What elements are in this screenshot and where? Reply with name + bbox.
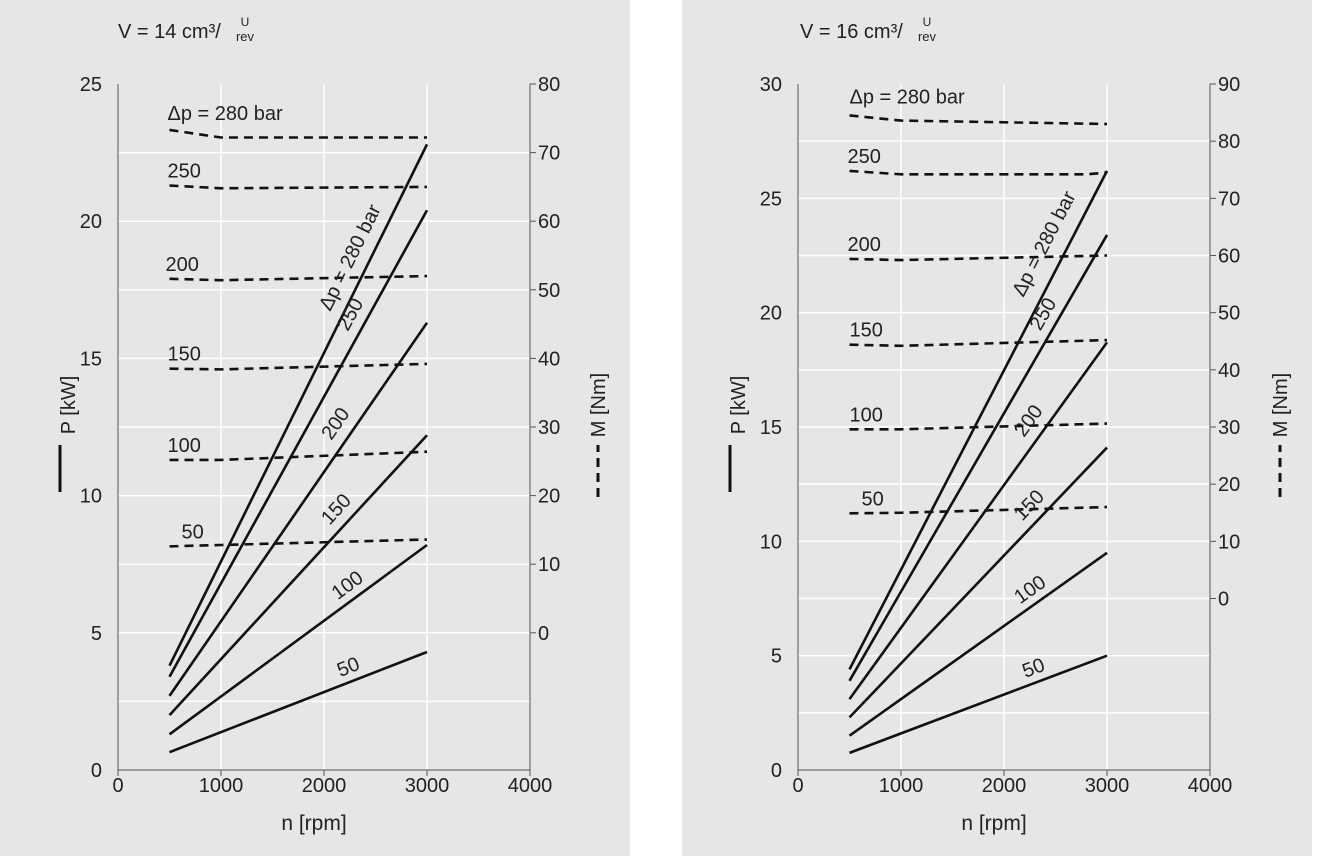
y-left-tick-label: 10: [760, 531, 782, 553]
x-tick-label: 4000: [508, 775, 553, 797]
torque-line-5: [169, 538, 428, 548]
torque-line-1: [849, 169, 1108, 176]
x-tick-label: 2000: [982, 775, 1027, 797]
torque-line-label: 100: [850, 404, 883, 426]
y-left-tick-label: 15: [760, 417, 782, 439]
y-right-tick-label: 0: [538, 623, 549, 645]
y-right-tick-label: 30: [1218, 417, 1240, 439]
title-fraction-top: U: [923, 15, 932, 29]
torque-line-3: [169, 362, 428, 371]
y-right-tick-label: 60: [538, 211, 560, 233]
x-axis-label: n [rpm]: [961, 812, 1026, 835]
torque-line-label: 200: [166, 254, 199, 276]
y-right-axis-label: M [Nm]: [588, 373, 610, 437]
power-line-5: [169, 650, 428, 754]
y-left-tick-label: 25: [760, 188, 782, 210]
x-tick-label: 1000: [199, 775, 244, 797]
y-left-tick-label: 0: [91, 760, 102, 782]
torque-line-label: 200: [848, 234, 881, 256]
y-left-tick-label: 5: [91, 623, 102, 645]
x-tick-label: 0: [112, 775, 123, 797]
torque-line-label: 250: [848, 146, 881, 168]
y-right-tick-label: 70: [1218, 188, 1240, 210]
power-line-1: [168, 209, 429, 678]
power-line-4: [168, 543, 428, 736]
torque-line-label: Δp = 280 bar: [168, 103, 283, 125]
torque-line-label: 100: [168, 435, 201, 457]
y-right-tick-label: 40: [538, 348, 560, 370]
torque-line-2: [849, 254, 1108, 262]
power-line-0: [848, 170, 1109, 670]
torque-line-label: 50: [862, 488, 884, 510]
torque-line-3: [849, 338, 1108, 348]
y-left-axis-label: P [kW]: [728, 376, 750, 435]
power-line-3: [168, 434, 428, 717]
power-line-3: [848, 446, 1108, 719]
x-tick-label: 3000: [1085, 775, 1130, 797]
power-line-4: [848, 551, 1108, 737]
torque-line-4: [169, 450, 428, 462]
chart-title: V = 16 cm³/: [800, 21, 903, 43]
y-right-tick-label: 20: [1218, 474, 1240, 496]
torque-line-label: 50: [182, 521, 204, 543]
y-left-tick-label: 20: [80, 211, 102, 233]
y-right-tick-label: 80: [1218, 131, 1240, 153]
torque-line-label: 150: [168, 344, 201, 366]
y-right-tick-label: 80: [538, 74, 560, 96]
x-axis-label: n [rpm]: [281, 812, 346, 835]
y-right-tick-label: 90: [1218, 74, 1240, 96]
torque-line-4: [849, 422, 1108, 431]
x-tick-label: 2000: [302, 775, 347, 797]
power-line-2: [168, 321, 429, 697]
torque-line-label: 250: [168, 161, 201, 183]
y-left-tick-label: 25: [80, 74, 102, 96]
x-tick-label: 4000: [1188, 775, 1233, 797]
y-left-tick-label: 0: [771, 760, 782, 782]
y-left-tick-label: 30: [760, 74, 782, 96]
y-left-tick-label: 15: [80, 348, 102, 370]
y-right-tick-label: 10: [538, 554, 560, 576]
power-line-0: [168, 143, 429, 667]
power-line-1: [848, 234, 1109, 682]
y-left-axis-label: P [kW]: [58, 376, 80, 435]
power-line-2: [848, 341, 1109, 700]
y-right-tick-label: 30: [538, 417, 560, 439]
y-right-tick-label: 50: [538, 280, 560, 302]
torque-line-label: Δp = 280 bar: [850, 86, 965, 108]
y-right-tick-label: 10: [1218, 531, 1240, 553]
y-left-tick-label: 5: [771, 646, 782, 668]
title-fraction-bottom: rev: [918, 29, 937, 44]
title-fraction-top: U: [241, 15, 250, 29]
torque-line-label: 150: [850, 320, 883, 342]
torque-line-1: [169, 184, 428, 190]
y-left-tick-label: 10: [80, 486, 102, 508]
y-right-axis-label: M [Nm]: [1270, 373, 1292, 437]
x-tick-label: 0: [792, 775, 803, 797]
y-right-tick-label: 40: [1218, 360, 1240, 382]
torque-line-2: [169, 274, 428, 282]
torque-line-0: [169, 128, 427, 139]
y-right-tick-label: 0: [1218, 589, 1229, 611]
chart-title: V = 14 cm³/: [118, 21, 221, 43]
x-tick-label: 3000: [405, 775, 450, 797]
y-right-tick-label: 50: [1218, 303, 1240, 325]
y-right-tick-label: 60: [1218, 246, 1240, 268]
y-right-tick-label: 70: [538, 143, 560, 165]
torque-line-5: [849, 505, 1108, 515]
y-right-tick-label: 20: [538, 486, 560, 508]
x-tick-label: 1000: [879, 775, 924, 797]
y-left-tick-label: 20: [760, 303, 782, 325]
power-line-5: [849, 654, 1108, 755]
title-fraction-bottom: rev: [236, 29, 255, 44]
torque-line-0: [849, 114, 1108, 126]
